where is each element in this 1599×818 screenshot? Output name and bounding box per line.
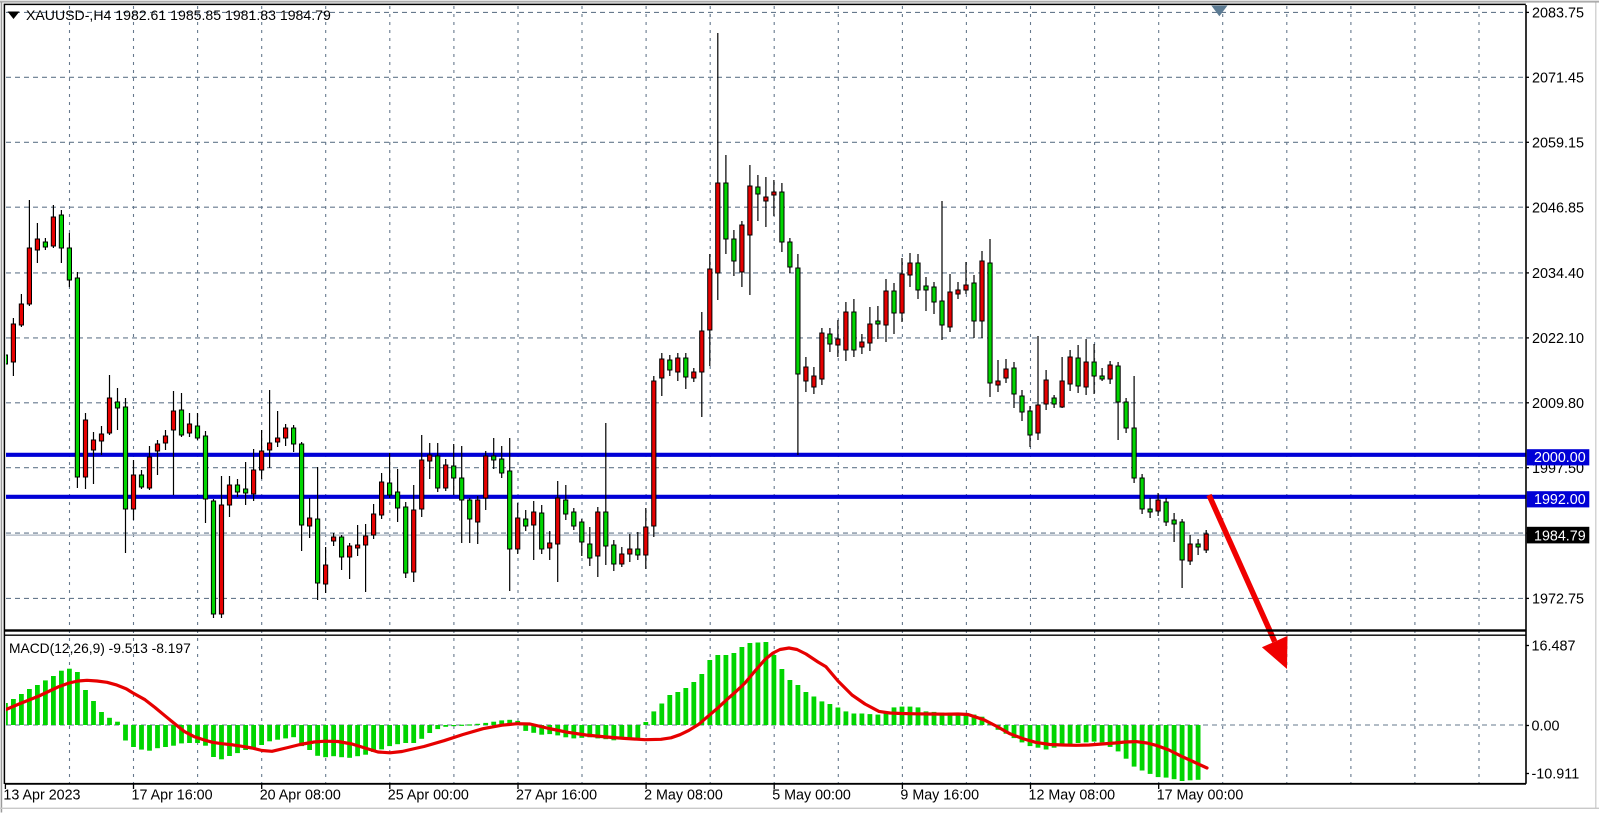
svg-text:27 Apr 16:00: 27 Apr 16:00 (516, 788, 597, 804)
svg-text:2022.10: 2022.10 (1532, 331, 1584, 347)
svg-text:25 Apr 00:00: 25 Apr 00:00 (388, 788, 469, 804)
svg-text:2083.75: 2083.75 (1532, 6, 1584, 22)
svg-text:20 Apr 08:00: 20 Apr 08:00 (260, 788, 341, 804)
svg-text:2 May 08:00: 2 May 08:00 (644, 788, 723, 804)
svg-text:1984.79: 1984.79 (1534, 528, 1586, 544)
svg-text:12 May 08:00: 12 May 08:00 (1029, 788, 1116, 804)
svg-text:2034.40: 2034.40 (1532, 266, 1584, 282)
svg-text:2000.00: 2000.00 (1534, 450, 1586, 466)
svg-text:0.00: 0.00 (1532, 719, 1560, 735)
svg-text:13 Apr 2023: 13 Apr 2023 (3, 788, 80, 804)
svg-text:-10.911: -10.911 (1532, 767, 1580, 783)
svg-text:16.487: 16.487 (1532, 639, 1576, 655)
svg-text:2071.45: 2071.45 (1532, 70, 1584, 86)
svg-text:XAUUSD-,H4 1982.61 1985.85 19: XAUUSD-,H4 1982.61 1985.85 1981.83 1984.… (26, 7, 331, 23)
svg-text:5 May 00:00: 5 May 00:00 (772, 788, 851, 804)
svg-text:2059.15: 2059.15 (1532, 135, 1584, 151)
svg-text:MACD(12,26,9) -9.513 -8.197: MACD(12,26,9) -9.513 -8.197 (9, 641, 191, 656)
svg-text:1972.75: 1972.75 (1532, 592, 1584, 608)
svg-text:17 Apr 16:00: 17 Apr 16:00 (132, 788, 213, 804)
svg-text:2046.85: 2046.85 (1532, 200, 1584, 216)
svg-text:2009.80: 2009.80 (1532, 396, 1584, 412)
svg-text:9 May 16:00: 9 May 16:00 (900, 788, 979, 804)
svg-text:1992.00: 1992.00 (1534, 492, 1586, 508)
svg-text:17 May 00:00: 17 May 00:00 (1157, 788, 1244, 804)
